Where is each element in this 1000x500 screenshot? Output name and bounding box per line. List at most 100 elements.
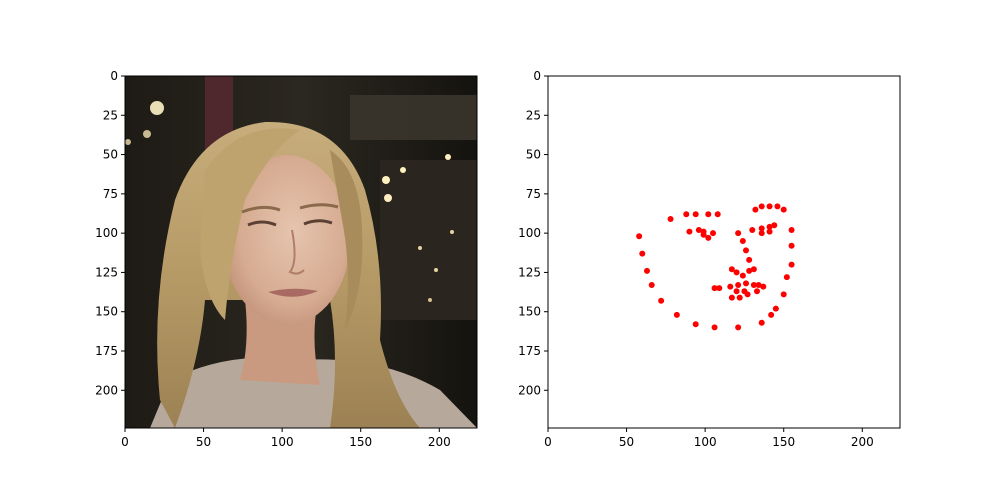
y-tick-label: 175 <box>95 344 118 358</box>
landmark-point <box>727 283 734 290</box>
landmark-point <box>673 311 680 318</box>
landmark-point <box>667 216 674 222</box>
y-tick-label: 175 <box>518 344 541 358</box>
landmark-point <box>766 228 773 235</box>
landmark-point <box>772 305 779 312</box>
landmark-point <box>743 280 749 287</box>
y-tick-label: 50 <box>103 148 118 162</box>
y-tick-label: 150 <box>518 305 541 319</box>
x-tick-label: 0 <box>121 435 129 449</box>
landmark-point <box>739 238 746 244</box>
y-tick-label: 75 <box>526 187 541 201</box>
landmark-point <box>711 324 718 331</box>
y-tick-label: 150 <box>95 305 118 319</box>
landmark-point <box>788 227 795 233</box>
landmark-point <box>716 285 723 292</box>
landmark-point <box>755 282 762 288</box>
y-tick-label: 25 <box>526 108 541 122</box>
landmark-point <box>760 283 767 290</box>
y-tick-label: 125 <box>518 265 541 279</box>
landmark-point <box>639 250 646 257</box>
landmark-point <box>692 211 699 218</box>
landmark-point <box>695 227 702 233</box>
x-tick-label: 100 <box>694 435 717 449</box>
scatter-points <box>636 203 795 331</box>
landmark-point <box>714 211 721 218</box>
landmark-point <box>780 206 787 213</box>
landmark-point <box>768 311 775 318</box>
landmark-point <box>746 256 753 263</box>
y-tick-label: 200 <box>95 383 118 397</box>
image-axes-frame <box>124 75 478 429</box>
landmark-point <box>788 242 795 249</box>
y-tick-label: 125 <box>95 265 118 279</box>
x-tick-label: 150 <box>349 435 372 449</box>
scatter-panel: 0 50 100 150 200 0 25 50 75 100 125 150 175 200 <box>518 69 901 449</box>
landmark-point <box>733 288 740 295</box>
image-panel: 0 50 100 150 200 0 25 50 75 100 125 150 175 200 <box>95 69 478 449</box>
scatter-axes-frame <box>547 75 901 429</box>
x-tick-label: 50 <box>196 435 211 449</box>
x-tick-label: 200 <box>428 435 451 449</box>
landmark-point <box>758 225 765 232</box>
x-tick-label: 100 <box>271 435 294 449</box>
landmark-point <box>758 319 765 326</box>
y-tick-label: 25 <box>103 108 118 122</box>
landmark-point <box>752 206 759 213</box>
x-tick-label: 200 <box>851 435 874 449</box>
landmark-point <box>758 203 765 210</box>
landmark-point <box>700 231 707 238</box>
landmark-point <box>658 297 665 304</box>
scatter-plot-area <box>548 76 900 428</box>
landmark-point <box>783 274 790 281</box>
landmark-point <box>636 233 643 240</box>
landmark-point <box>710 230 716 237</box>
y-tick-label: 75 <box>103 187 118 201</box>
landmark-point <box>766 223 773 230</box>
landmark-point <box>750 266 757 273</box>
landmark-point <box>788 261 795 268</box>
landmark-point <box>780 291 787 298</box>
image-y-ticks: 0 25 50 75 100 125 150 175 200 <box>95 69 125 397</box>
landmark-point <box>750 282 757 288</box>
landmark-point <box>766 203 773 210</box>
image-x-ticks: 0 50 100 150 200 <box>121 428 451 449</box>
landmark-point <box>754 288 760 295</box>
landmark-point <box>686 228 693 235</box>
landmark-point <box>711 285 718 292</box>
landmark-point <box>728 294 735 301</box>
landmark-point <box>692 321 699 328</box>
landmark-point <box>733 269 740 276</box>
landmark-point <box>749 227 756 233</box>
x-tick-label: 150 <box>772 435 795 449</box>
landmark-point <box>774 203 781 210</box>
face-photo <box>125 76 477 428</box>
landmark-point <box>728 266 735 273</box>
landmark-point <box>735 282 742 288</box>
landmark-point <box>743 247 749 254</box>
landmark-point <box>736 294 743 301</box>
y-tick-label: 200 <box>518 383 541 397</box>
landmark-point <box>746 267 753 274</box>
landmark-point <box>644 267 650 274</box>
landmark-point <box>741 288 748 295</box>
landmark-point <box>648 282 655 288</box>
landmark-point <box>771 222 778 229</box>
y-tick-label: 100 <box>95 226 118 240</box>
landmark-point <box>758 230 765 237</box>
y-tick-label: 100 <box>518 226 541 240</box>
landmark-point <box>739 272 746 279</box>
landmark-point <box>705 211 712 218</box>
scatter-y-ticks: 0 25 50 75 100 125 150 175 200 <box>518 69 548 397</box>
landmark-point <box>735 230 742 237</box>
scatter-x-ticks: 0 50 100 150 200 <box>544 428 874 449</box>
y-tick-label: 50 <box>526 148 541 162</box>
landmark-point <box>735 324 742 331</box>
y-tick-label: 0 <box>110 69 118 83</box>
x-tick-label: 0 <box>544 435 552 449</box>
x-tick-label: 50 <box>619 435 634 449</box>
landmark-point <box>705 234 712 241</box>
landmark-point <box>683 211 690 218</box>
y-tick-label: 0 <box>533 69 541 83</box>
